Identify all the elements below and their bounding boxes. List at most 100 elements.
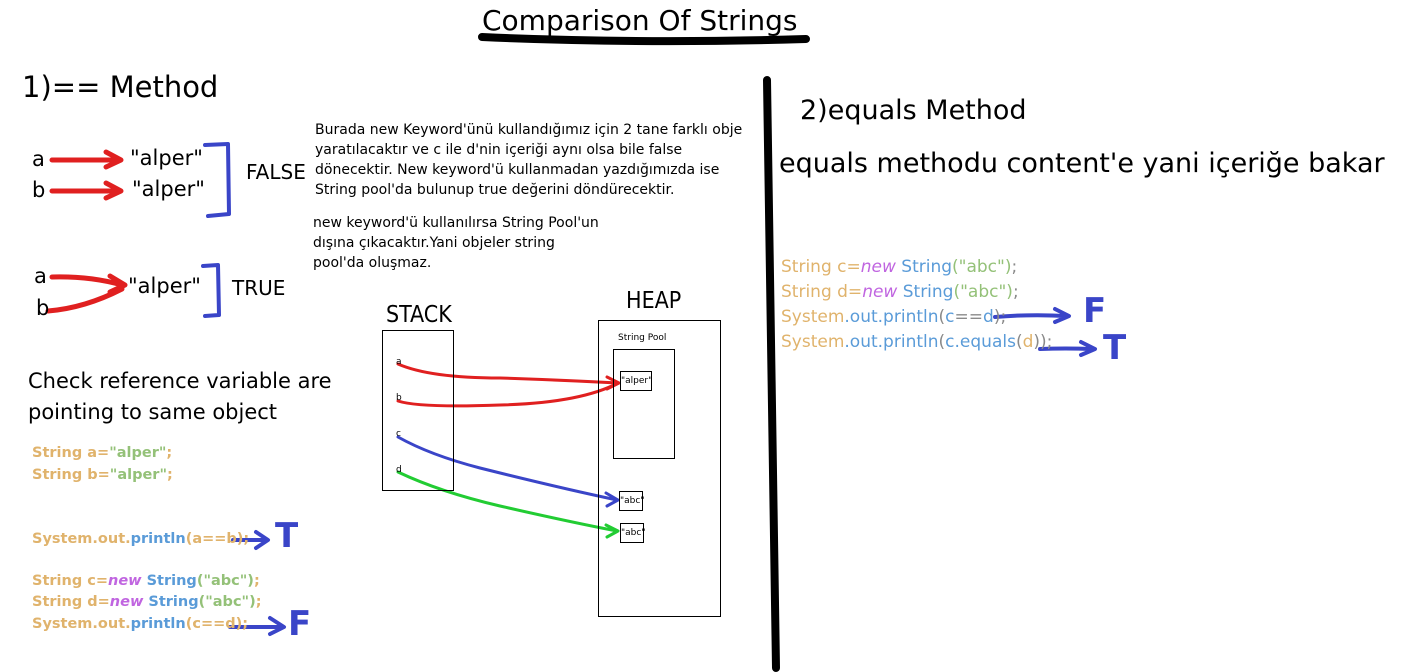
fn: .println: [877, 307, 939, 327]
stack-var-b: b: [396, 393, 402, 403]
case2-brace: [201, 263, 221, 318]
stack-var-a: a: [396, 357, 402, 367]
right-code-line4: System.out.println(c.equals(d));: [781, 330, 1052, 355]
pool-object: "alper": [620, 371, 652, 391]
equals-method-heading: 2)equals Method: [800, 95, 1027, 126]
literal: ("abc"): [196, 573, 254, 589]
literal: ("abc"): [953, 282, 1013, 302]
decl: b=: [82, 467, 110, 483]
dot: .: [92, 616, 98, 632]
dot: .: [92, 531, 98, 547]
code1-line2: String b="alper";: [32, 465, 173, 487]
right-code-line1: String c=new String("abc");: [781, 255, 1017, 280]
code1-line1: String a="alper";: [32, 443, 172, 465]
case2-value: "alper": [128, 274, 201, 298]
sys: System: [32, 531, 93, 547]
literal: "alper": [109, 467, 168, 483]
code2-mark: F: [288, 604, 312, 644]
new-kw: new: [860, 257, 896, 277]
case2-var-b: b: [36, 296, 50, 320]
cls: String: [895, 257, 953, 277]
case1-arrow-a: [49, 149, 124, 170]
dot: .: [125, 531, 131, 547]
decl: c=: [831, 257, 861, 277]
string-pool-label: String Pool: [618, 333, 667, 343]
kw: String: [32, 594, 83, 610]
decl: c=: [82, 573, 108, 589]
center-divider: [763, 76, 780, 672]
literal: ("abc"): [952, 257, 1012, 277]
out: out: [97, 531, 126, 547]
case2-arrow-b: [45, 286, 125, 314]
arg: (c==d);: [185, 616, 249, 632]
paren: (: [1015, 332, 1023, 352]
sys: System: [781, 332, 845, 352]
case1-value-b: "alper": [132, 177, 205, 201]
heap-box: [598, 320, 721, 617]
paren: (: [938, 307, 946, 327]
right-mark-1: F: [1083, 291, 1107, 331]
stack-var-d: d: [396, 465, 402, 475]
code1-println: System.out.println(a==b);: [32, 529, 249, 551]
semicolon: ;: [1012, 282, 1019, 302]
right-mark-2: T: [1103, 328, 1127, 368]
arg: (a==b);: [185, 531, 250, 547]
dot: .: [125, 616, 131, 632]
fn: println: [130, 616, 186, 632]
out: out: [97, 616, 126, 632]
kw: String: [781, 257, 832, 277]
code2-line2: String d=new String("abc");: [32, 592, 262, 614]
string-pool-box: [613, 349, 675, 459]
decl: d=: [831, 282, 863, 302]
kw: String: [32, 445, 83, 461]
stack-label: STACK: [386, 302, 452, 328]
note-paragraph-2: new keyword'ü kullanılırsa String Pool'u…: [313, 215, 599, 271]
heap-object-1: "abc": [619, 491, 644, 511]
sys: System: [781, 307, 845, 327]
right-code-line3: System.out.println(c==d);: [781, 305, 1006, 330]
code1-mark: T: [275, 516, 299, 556]
cls: String: [143, 594, 199, 610]
code2-println: System.out.println(c==d);: [32, 614, 248, 636]
op: ==: [954, 307, 984, 327]
check-text: Check reference variable are pointing to…: [28, 369, 332, 424]
semicolon: ;: [166, 445, 173, 461]
new-kw: new: [108, 573, 142, 589]
case1-var-b: b: [32, 178, 46, 202]
fn: println: [130, 531, 186, 547]
semicolon: ;: [167, 467, 173, 483]
arg: c: [945, 332, 955, 352]
kw: String: [32, 467, 83, 483]
heap-label: HEAP: [626, 288, 682, 314]
note-paragraph-1: Burada new Keyword'ünü kullandığımız içi…: [315, 122, 743, 198]
stack-box: [382, 330, 454, 491]
paren: (: [938, 332, 946, 352]
semicolon: ;: [1011, 257, 1018, 277]
out: .out: [844, 307, 878, 327]
cls: String: [897, 282, 954, 302]
heap-object-2: "abc": [620, 523, 645, 543]
literal: ("abc"): [198, 594, 256, 610]
eq-method-heading: 1)== Method: [22, 70, 219, 104]
case1-result: FALSE: [246, 160, 306, 184]
arg: d: [983, 307, 994, 327]
cls: String: [141, 573, 197, 589]
arg: d: [1022, 332, 1034, 352]
case1-var-a: a: [32, 147, 45, 171]
new-kw: new: [862, 282, 898, 302]
literal: "alper": [109, 445, 167, 461]
fn: .println: [877, 332, 939, 352]
new-kw: new: [109, 594, 144, 610]
kw: String: [32, 573, 83, 589]
case1-brace: [203, 142, 231, 218]
decl: d=: [82, 594, 110, 610]
case1-arrow-b: [49, 180, 124, 201]
case1-value-a: "alper": [130, 146, 203, 170]
right-code-line2: String d=new String("abc");: [781, 280, 1019, 305]
paren: );: [993, 307, 1007, 327]
title-underline: [478, 33, 810, 46]
semicolon: ;: [253, 573, 260, 589]
arg: c: [945, 307, 955, 327]
page-title: Comparison Of Strings: [482, 4, 798, 37]
equals-description: equals methodu content'e yani içeriğe ba…: [779, 148, 1385, 179]
